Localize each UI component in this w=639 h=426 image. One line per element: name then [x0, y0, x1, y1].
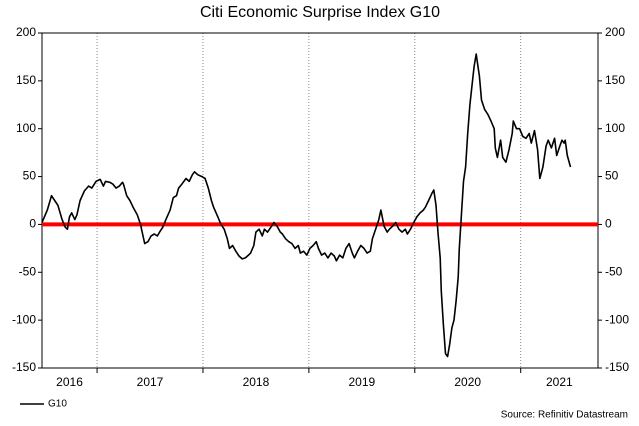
x-tick-label: 2017 — [137, 375, 164, 389]
x-tick-label: 2018 — [243, 375, 270, 389]
y2-tick-label: 0 — [605, 217, 612, 231]
plot-frame — [41, 32, 599, 369]
y2-tick-label: 50 — [605, 169, 619, 183]
x-tick-label: 2019 — [348, 375, 375, 389]
y-tick-label: -100 — [12, 312, 36, 326]
y2-tick-label: 150 — [605, 73, 625, 87]
x-tick-label: 2016 — [56, 375, 83, 389]
y-tick-label: -150 — [12, 360, 36, 374]
y-tick-label: 50 — [23, 169, 37, 183]
y-tick-label: 0 — [29, 217, 36, 231]
y2-tick-label: -50 — [605, 264, 623, 278]
y2-tick-label: -100 — [605, 312, 629, 326]
legend-label: G10 — [48, 399, 67, 410]
x-tick-label: 2020 — [454, 375, 481, 389]
chart-title: Citi Economic Surprise Index G10 — [200, 4, 440, 21]
source-note: Source: Refinitiv Datastream — [501, 410, 628, 421]
y-tick-label: 150 — [16, 73, 36, 87]
y2-tick-label: 200 — [605, 25, 625, 39]
y2-tick-label: -150 — [605, 360, 629, 374]
line-series — [41, 53, 572, 358]
y-tick-label: 200 — [16, 25, 36, 39]
y2-tick-label: 100 — [605, 121, 625, 135]
x-tick-label: 2021 — [546, 375, 573, 389]
y-tick-label: -50 — [19, 264, 37, 278]
y-tick-label: 100 — [16, 121, 36, 135]
